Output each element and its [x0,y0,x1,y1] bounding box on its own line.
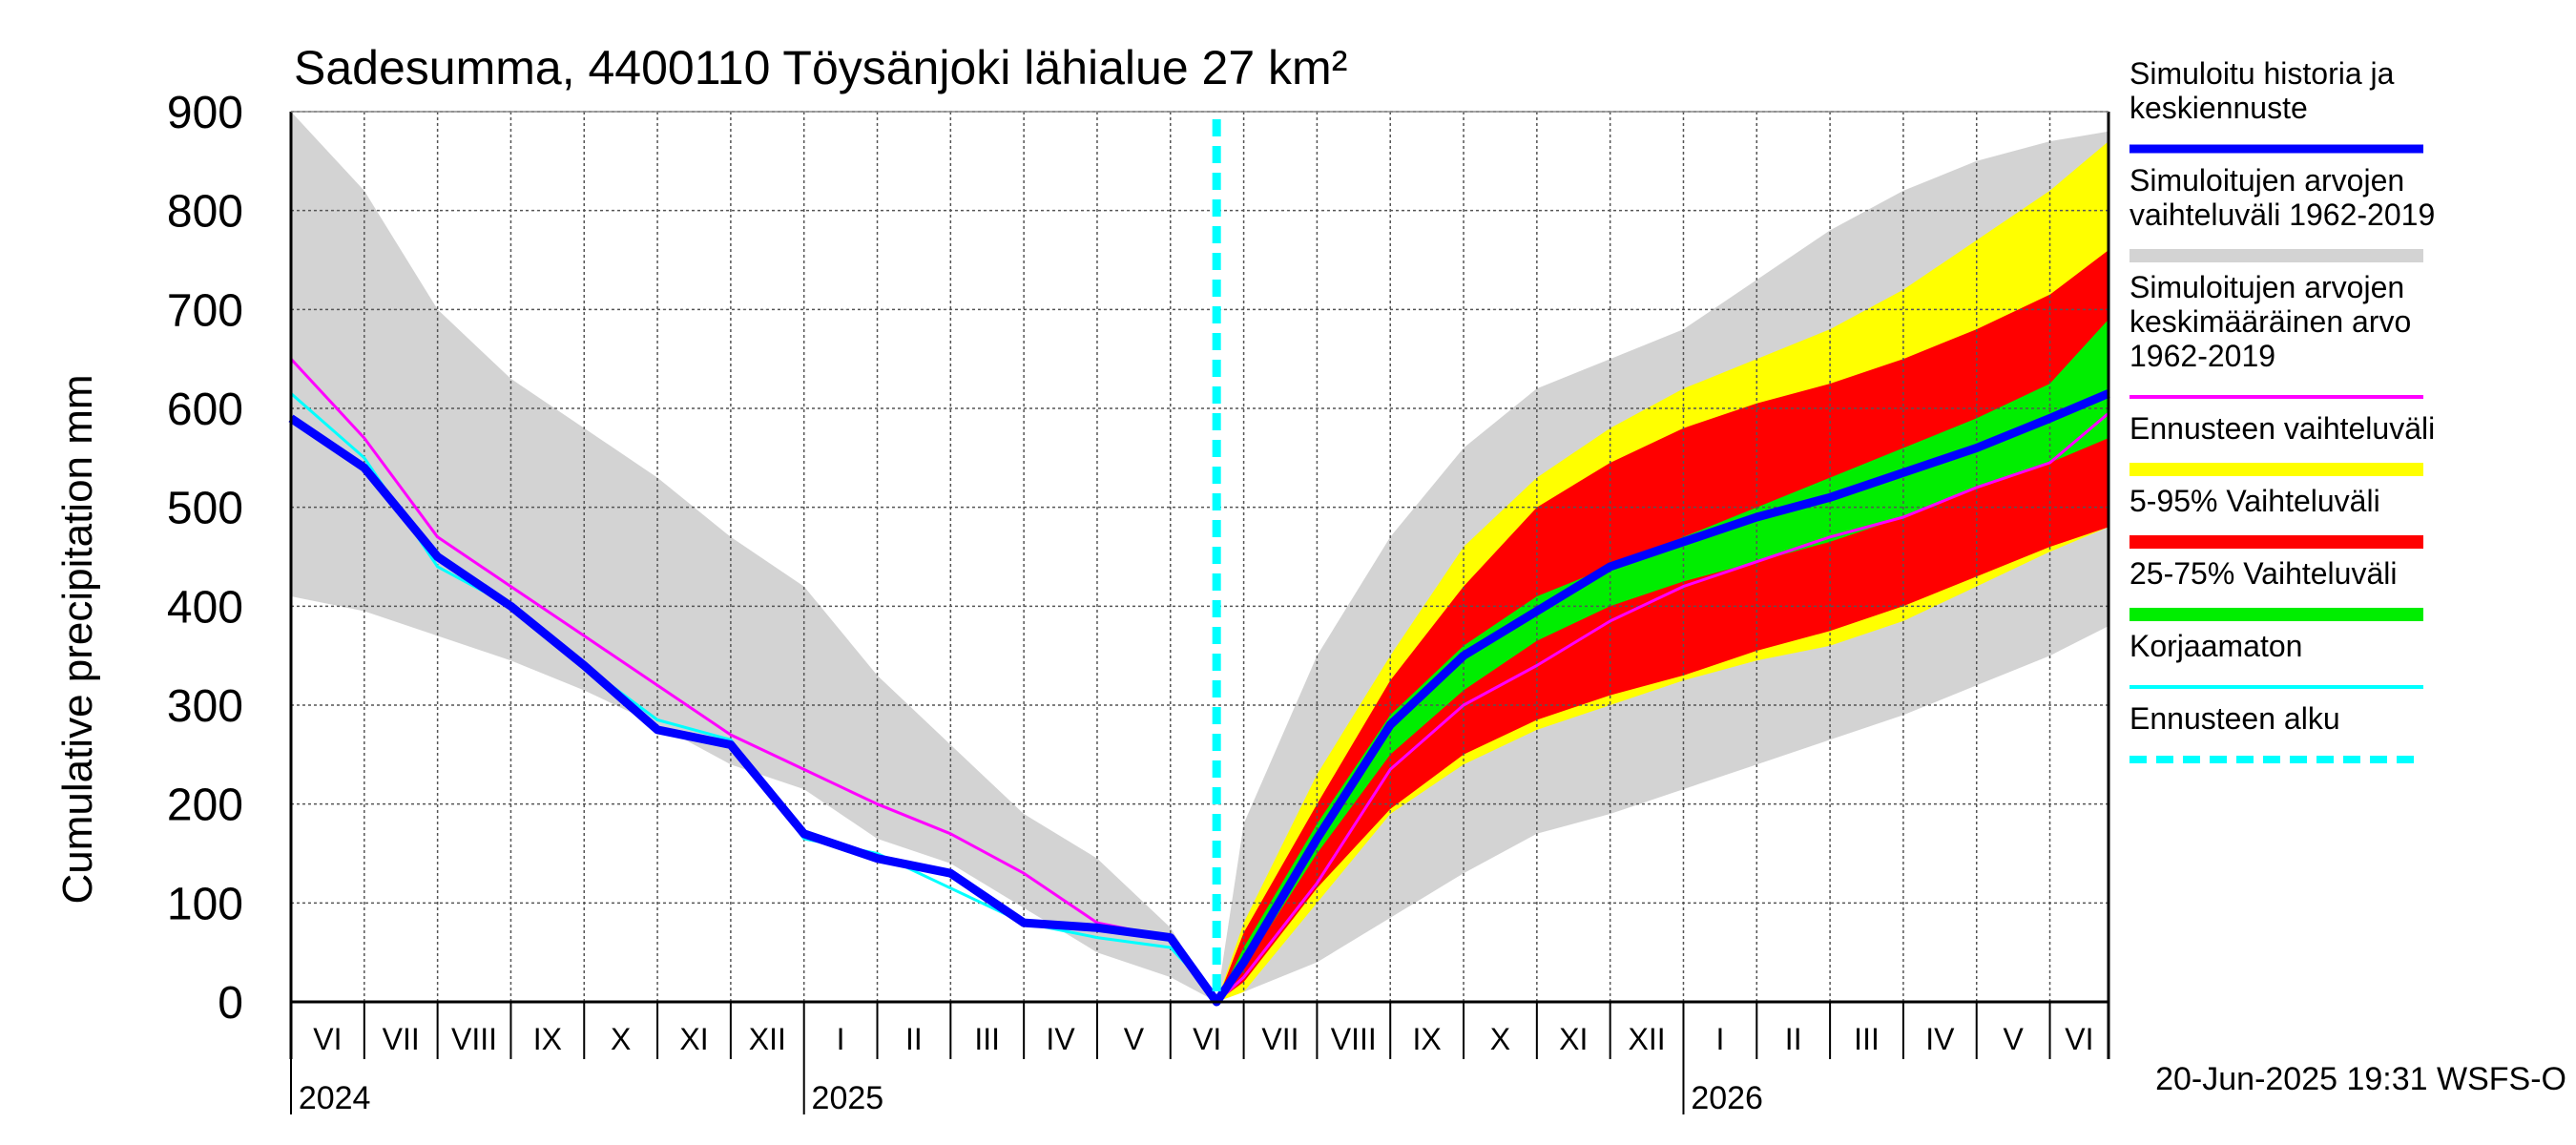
month-label: V [1124,1022,1145,1056]
legend-label: Simuloitujen arvojen [2129,163,2404,198]
legend-label: Simuloitu historia ja [2129,56,2395,91]
month-label: X [1490,1022,1510,1056]
month-label: IX [1413,1022,1442,1056]
legend-label: Ennusteen vaihteluväli [2129,411,2435,446]
y-tick-label-3: 300 [167,681,243,732]
legend-label: Simuloitujen arvojen [2129,270,2404,304]
legend-label: keskimääräinen arvo [2129,304,2411,339]
year-label: 2024 [299,1080,371,1116]
y-axis-label: Cumulative precipitation mm [54,374,101,904]
month-label: IX [533,1022,562,1056]
month-label: V [2003,1022,2024,1056]
band-0 [291,112,2109,1002]
y-tick-label-5: 500 [167,484,243,534]
legend-label: Ennusteen alku [2129,701,2340,736]
month-label: VIII [451,1022,497,1056]
year-label: 2025 [812,1080,884,1116]
y-tick-label-9: 900 [167,88,243,138]
y-tick-label-8: 800 [167,187,243,238]
band-3 [1216,319,2109,1002]
month-label: III [1854,1022,1880,1056]
legend-label: 25-75% Vaihteluväli [2129,556,2397,591]
month-label: II [905,1022,923,1056]
legend-label: vaihteluväli 1962-2019 [2129,198,2435,232]
y-tick-label-4: 400 [167,582,243,633]
month-label: VII [1261,1022,1298,1056]
legend-label: 1962-2019 [2129,339,2275,373]
month-label: I [1715,1022,1724,1056]
y-tick-label-0: 0 [218,978,243,1029]
month-label: I [837,1022,845,1056]
band-layer [291,112,2109,1003]
timestamp: 20-Jun-2025 19:31 WSFS-O [2155,1061,2566,1097]
chart-title: Sadesumma, 4400110 Töysänjoki lähialue 2… [294,41,1347,94]
legend-label: keskiennuste [2129,91,2308,125]
month-label: VI [313,1022,342,1056]
band-2 [1216,250,2109,1003]
y-tick-label-1: 100 [167,879,243,929]
y-tick-layer: 0 100 200 300 400 500 600 700 800 900 [167,88,243,1029]
legend-label: Korjaamaton [2129,629,2302,663]
month-label: VII [383,1022,420,1056]
month-label: II [1785,1022,1802,1056]
month-label: X [611,1022,631,1056]
axes-layer [289,111,2110,1059]
y-tick-label-7: 700 [167,285,243,336]
y-tick-label-2: 200 [167,781,243,831]
month-label: XI [1559,1022,1588,1056]
month-label: VIII [1331,1022,1377,1056]
y-tick-label-6: 600 [167,385,243,435]
year-label: 2026 [1691,1080,1763,1116]
month-label: VI [2065,1022,2093,1056]
x-tick-layer: VI VII VIII IX X XI XII I II III IV V VI VII VIII IX X XI… [290,1002,2109,1116]
plot-area [288,111,2110,1059]
month-label: XII [749,1022,786,1056]
month-label: XII [1629,1022,1666,1056]
month-label: XI [679,1022,708,1056]
legend-label: 5-95% Vaihteluväli [2129,484,2380,518]
month-label: IV [1925,1022,1955,1056]
month-label: VI [1193,1022,1221,1056]
month-label: III [974,1022,1000,1056]
month-label: IV [1046,1022,1075,1056]
